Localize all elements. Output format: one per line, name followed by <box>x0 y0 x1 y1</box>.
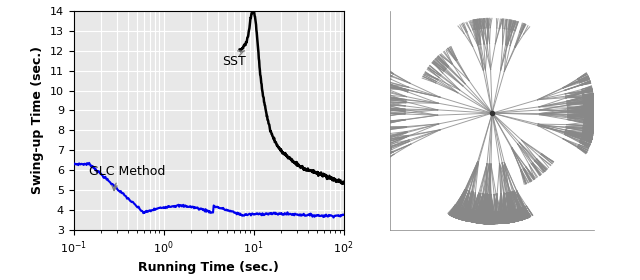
Y-axis label: Swing-up Time (sec.): Swing-up Time (sec.) <box>31 46 44 194</box>
X-axis label: Running Time (sec.): Running Time (sec.) <box>138 262 279 274</box>
Text: GLC Method: GLC Method <box>90 165 166 190</box>
Text: SST: SST <box>223 51 246 68</box>
